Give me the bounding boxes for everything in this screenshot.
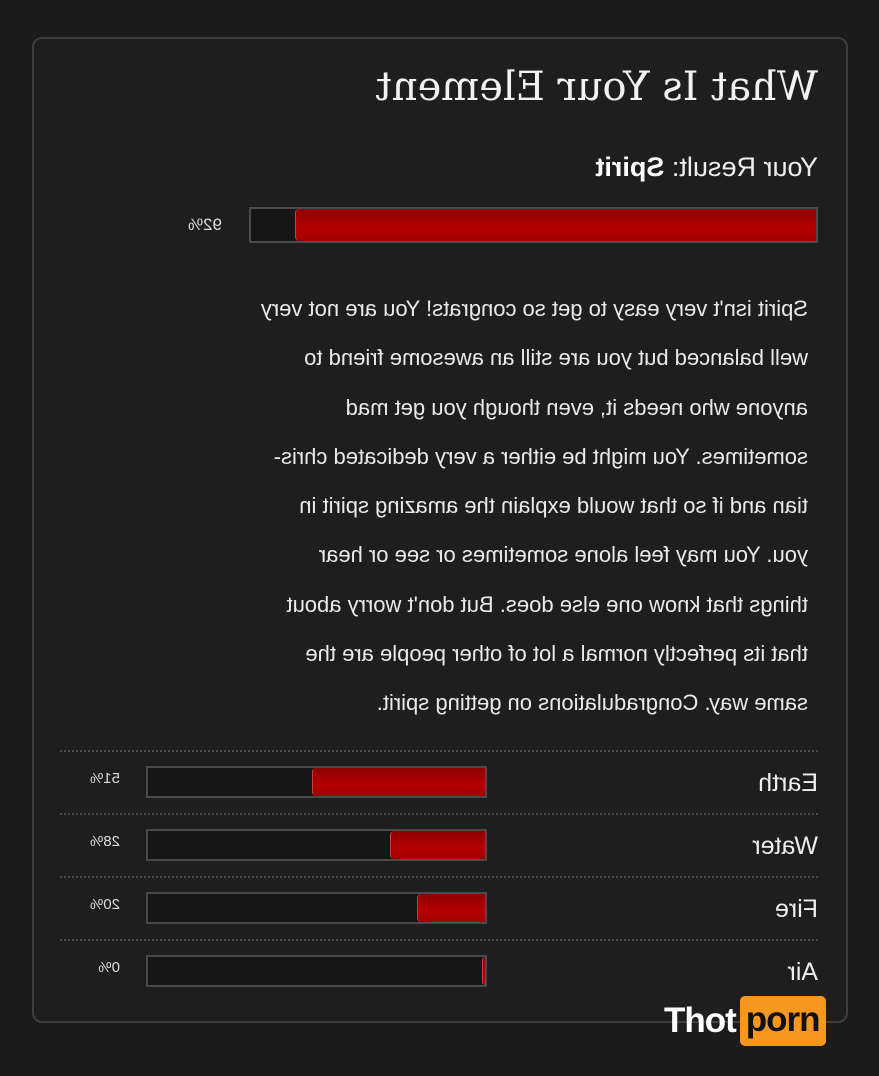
result-progress-bar (249, 207, 818, 243)
watermark-badge: porn (739, 996, 826, 1046)
result-progress-fill (295, 209, 816, 241)
element-progress-fill (389, 831, 485, 859)
description-line: well balanced but you are still an aweso… (304, 345, 808, 371)
element-label: Fire (774, 895, 818, 923)
element-percent: 51% (89, 770, 120, 787)
description-line: tian and if so that would explain the am… (299, 493, 808, 519)
result-line: Your Result: Spirit (595, 152, 818, 183)
element-percent: 0% (98, 959, 120, 976)
description-line: things that know one else does. But don'… (286, 591, 808, 617)
element-label: Earth (758, 769, 818, 797)
element-row-air: Air 0% (60, 941, 818, 1004)
element-progress-bar (146, 829, 487, 861)
watermark-logo: Thot porn (664, 996, 826, 1046)
element-row-fire: Fire 20% (60, 878, 818, 941)
element-row-water: Water 28% (60, 815, 818, 878)
element-progress-bar (146, 766, 487, 798)
result-percent: 92% (187, 215, 222, 234)
element-progress-fill (482, 957, 485, 985)
element-progress-bar (146, 955, 487, 987)
result-value: Spirit (595, 152, 665, 182)
description-line: anyone who needs it, even though you get… (345, 394, 808, 420)
description-line: Spirit isn't very easy to get so congrat… (260, 296, 808, 321)
element-progress-fill (312, 768, 485, 796)
result-description: Spirit isn't very easy to get so congrat… (48, 284, 808, 728)
description-line: sometimes. You might be either a very de… (273, 443, 808, 469)
result-label: Your Result: (671, 152, 818, 182)
watermark-text: Thot (664, 1001, 737, 1040)
element-row-earth: Earth 51% (60, 752, 818, 815)
element-label: Water (752, 832, 818, 860)
element-label: Air (787, 958, 818, 986)
element-percent: 28% (89, 833, 120, 850)
element-percent: 20% (89, 896, 120, 913)
quiz-title: What Is Your Element (375, 64, 818, 110)
element-progress-bar (146, 892, 487, 924)
element-progress-fill (416, 894, 485, 922)
description-line: you. You may feel alone sometimes or see… (318, 542, 808, 568)
description-line: that its perfectly normal a lot of other… (305, 641, 808, 667)
description-line: same way. Congradulations on getting spi… (376, 690, 808, 716)
